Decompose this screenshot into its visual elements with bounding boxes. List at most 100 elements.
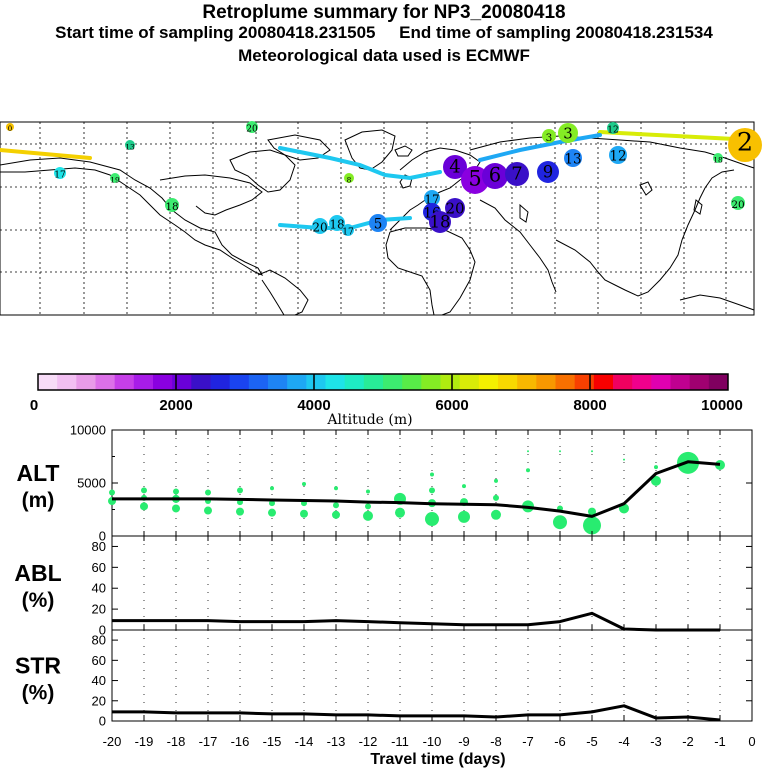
plume-marker-label: 13 [125, 142, 135, 151]
data-point [300, 509, 308, 518]
data-point [268, 508, 276, 517]
plume-marker-label: 20 [731, 199, 744, 211]
colorbar-swatch [536, 374, 556, 390]
colorbar-swatch [670, 374, 691, 390]
panel-frame [111, 629, 753, 722]
x-tick-label: -20 [103, 734, 122, 749]
x-tick-label: 0 [748, 734, 755, 749]
data-point [623, 458, 625, 461]
plume-marker [125, 140, 135, 150]
plume-marker-label: 8 [347, 175, 352, 184]
plume-marker [342, 224, 354, 236]
x-tick-label: -4 [618, 734, 630, 749]
plume-marker-label: 9 [543, 163, 554, 182]
x-tick-label: -17 [199, 734, 218, 749]
colorbar-swatch [421, 374, 441, 390]
plume-marker-label: 17 [342, 228, 354, 238]
data-point [651, 475, 661, 486]
panel-unit: (%) [22, 682, 55, 705]
data-point [333, 502, 339, 509]
plume-marker [312, 218, 328, 234]
data-point [236, 507, 244, 516]
colorbar-swatch [632, 374, 652, 390]
track-cyan-north [278, 146, 442, 181]
colorbar-swatch [268, 374, 288, 390]
data-point [715, 459, 725, 470]
x-tick-label: -12 [359, 734, 378, 749]
plume-marker-label: 5 [374, 217, 383, 233]
plume-marker-label: 12 [609, 149, 626, 165]
data-point [269, 500, 275, 507]
y-tick-label: 0 [99, 714, 106, 729]
colorbar-tick-label: 10000 [701, 397, 743, 414]
colorbar-swatch [133, 374, 154, 390]
data-point [553, 515, 567, 530]
data-point [491, 509, 501, 520]
colorbar-swatch [440, 374, 461, 390]
plume-marker [564, 149, 582, 167]
plume-marker [110, 173, 120, 183]
plume-marker [443, 155, 467, 179]
series-line [112, 611, 720, 632]
data-point [494, 478, 498, 483]
plume-marker [54, 167, 66, 179]
panel-label: STR [15, 653, 61, 679]
plume-marker [165, 198, 179, 212]
plume-marker [609, 146, 627, 164]
plume-marker [482, 163, 508, 189]
plume-marker-label: 3 [546, 132, 553, 144]
time-series-panels: 0 5000 10000 ALT (m) 0 20 40 60 80 ABL (%) 0 20 40 60 80… [14, 423, 755, 768]
x-tick-label: -2 [682, 734, 694, 749]
x-tick-label: -9 [458, 734, 470, 749]
met-data-line: Meteorological data used is ECMWF [238, 46, 530, 65]
colorbar-swatch [708, 374, 729, 390]
plume-marker-label: 19 [110, 175, 120, 184]
data-point [363, 510, 373, 521]
plume-marker [607, 122, 619, 134]
plume-marker-label: 12 [607, 126, 618, 136]
colorbar-tick-label: 2000 [159, 397, 192, 414]
plume-marker-label: 3 [563, 125, 573, 143]
panel-alt: 0 5000 10000 ALT (m) [16, 423, 753, 544]
data-point [395, 507, 405, 518]
x-tick-label: -13 [327, 734, 346, 749]
colorbar-swatch [613, 374, 633, 390]
colorbar-swatch [498, 374, 518, 390]
colorbar-swatch [383, 374, 403, 390]
data-point [430, 472, 434, 477]
y-tick-label: 40 [92, 581, 106, 596]
plume-marker-label: 20 [246, 125, 258, 135]
colorbar-swatch [478, 374, 499, 390]
x-axis-label: Travel time (days) [370, 751, 505, 768]
colorbar-swatch [287, 374, 307, 390]
data-point [332, 510, 340, 519]
plume-tracks [0, 130, 756, 230]
panel-abl: 0 20 40 60 80 ABL (%) [14, 535, 753, 638]
plume-marker [445, 198, 465, 218]
y-tick-label: 60 [92, 653, 106, 668]
x-tick-label: -10 [423, 734, 442, 749]
data-point [429, 487, 435, 494]
plume-marker [461, 166, 489, 194]
panel-unit: (m) [22, 489, 55, 512]
plume-marker [429, 211, 451, 233]
panel-label: ALT [16, 460, 59, 486]
x-tick-label: -15 [263, 734, 282, 749]
data-point [425, 512, 439, 527]
data-point [588, 507, 596, 516]
colorbar-swatch [555, 374, 576, 390]
y-tick-label: 0 [99, 623, 106, 638]
plume-marker-label: 4 [449, 157, 460, 178]
colorbar-swatch [325, 374, 346, 390]
data-point [458, 510, 470, 523]
data-point [270, 486, 274, 491]
data-point [583, 516, 601, 535]
plume-marker-label: 17 [54, 171, 66, 181]
panel-label: ABL [14, 560, 61, 586]
colorbar-swatch [689, 374, 710, 390]
y-tick-label: 20 [92, 693, 106, 708]
data-point [365, 503, 371, 510]
plume-marker [505, 162, 529, 186]
